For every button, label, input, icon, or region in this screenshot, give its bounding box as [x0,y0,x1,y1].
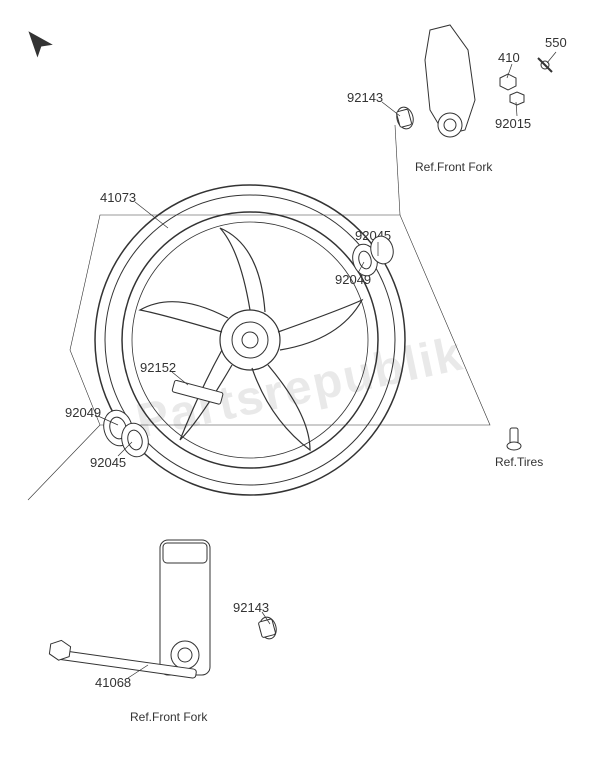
tire-valve-icon [507,428,521,450]
left-bearing-group [100,380,223,460]
diagram-svg [0,0,600,775]
bottom-fork [49,540,279,678]
parts-diagram: Partsrepublik [0,0,600,775]
direction-arrow-icon [21,25,53,58]
top-fork [394,25,552,137]
